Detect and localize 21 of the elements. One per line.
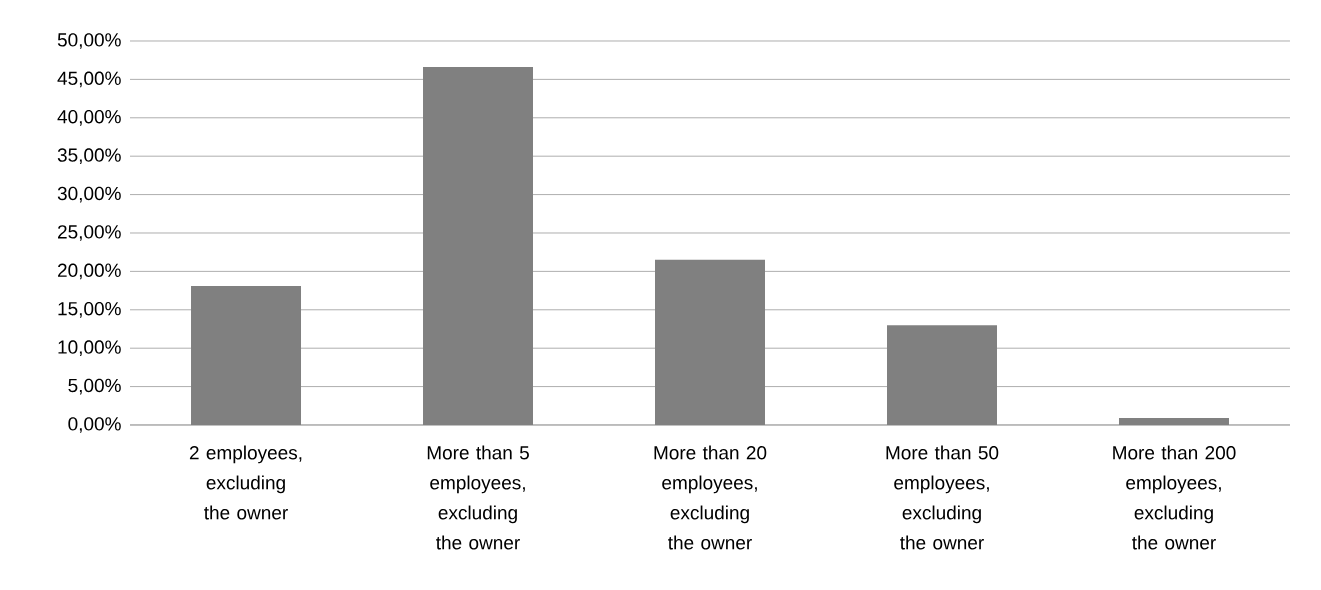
bar [191, 285, 302, 425]
bar [655, 259, 766, 425]
y-tick-label: 45,00% [57, 71, 121, 88]
y-tick-label: 5,00% [68, 378, 121, 395]
x-tick-label: More than 5 employees, excluding the owner [427, 445, 529, 550]
y-tick-label: 50,00% [57, 33, 121, 49]
bar [1118, 418, 1229, 425]
y-tick-label: 30,00% [57, 186, 121, 203]
x-tick-label: More than 20 employees, excluding the owner [654, 445, 767, 550]
y-tick-label: 20,00% [58, 263, 121, 280]
y-tick-label: 10,00% [58, 340, 121, 357]
y-tick-label: 0,00% [68, 417, 121, 433]
y-tick-label: 40,00% [57, 109, 121, 126]
y-tick-label: 35,00% [57, 148, 121, 165]
x-tick-label: More than 200 employees, excluding the owner [1113, 445, 1236, 550]
y-tick-label: 25,00% [58, 225, 121, 241]
y-tick-label: 15,00% [58, 301, 121, 318]
bar [423, 67, 534, 425]
x-tick-label: More than 50 employees, excluding the owner [886, 445, 999, 550]
x-tick-label: 2 employees, excluding the owner [189, 445, 302, 520]
bar [887, 325, 997, 425]
